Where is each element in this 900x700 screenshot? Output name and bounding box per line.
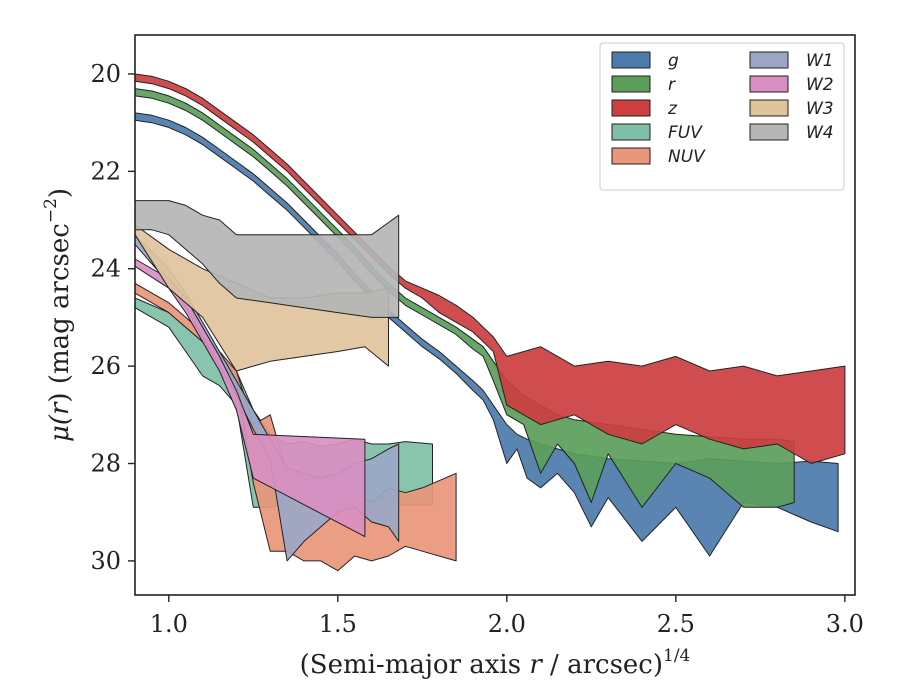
series-band-z bbox=[134, 73, 846, 464]
legend-label-w3: W3 bbox=[806, 99, 834, 119]
y-axis: 20 22 24 26 28 30 bbox=[90, 60, 135, 575]
legend-label-fuv: FUV bbox=[668, 123, 703, 143]
x-tick-label: 3.0 bbox=[826, 610, 864, 638]
legend-swatch-w4 bbox=[749, 123, 789, 141]
x-axis-label: (Semi-major axis r / arcsec)1/4 bbox=[300, 646, 691, 680]
series-bands bbox=[134, 73, 846, 572]
y-tick-label: 20 bbox=[90, 60, 121, 88]
y-tick-label: 28 bbox=[90, 450, 121, 478]
x-axis-label-mid: / arcsec) bbox=[542, 650, 663, 680]
x-tick-label: 2.5 bbox=[657, 610, 695, 638]
series-band-r bbox=[134, 88, 795, 508]
legend-swatch-z bbox=[611, 99, 651, 117]
legend-swatch-fuv bbox=[611, 123, 651, 141]
y-tick-label: 22 bbox=[90, 157, 121, 185]
legend-label-w1: W1 bbox=[806, 51, 834, 71]
legend-swatch-w2 bbox=[749, 75, 789, 93]
y-tick-label: 30 bbox=[90, 547, 121, 575]
legend-swatch-r bbox=[611, 75, 651, 93]
x-axis: 1.0 1.5 2.0 2.5 3.0 bbox=[150, 595, 864, 638]
legend: grz FUV NUV W1 W2 W3 W4 bbox=[599, 42, 845, 191]
y-axis-label-suffix: ) bbox=[45, 188, 75, 198]
y-axis-label: μ(r) (mag arcsec−2) bbox=[41, 188, 75, 442]
legend-label-g: g bbox=[668, 51, 679, 71]
series-band-w4 bbox=[134, 200, 400, 318]
legend-label-nuv: NUV bbox=[668, 147, 706, 167]
legend-swatch-g bbox=[611, 51, 651, 69]
legend-label-r: r bbox=[668, 75, 676, 95]
y-axis-label-prefix: μ( bbox=[45, 414, 75, 442]
y-axis-label-mid: ) (mag arcsec bbox=[45, 223, 75, 402]
y-tick-label: 24 bbox=[90, 255, 121, 283]
y-tick-label: 26 bbox=[90, 352, 121, 380]
plot-frame bbox=[134, 34, 856, 596]
x-tick-label: 2.0 bbox=[488, 610, 526, 638]
legend-label-z: z bbox=[667, 99, 678, 119]
legend-label-w2: W2 bbox=[806, 75, 834, 95]
legend-label-w4: W4 bbox=[806, 123, 834, 143]
x-tick-label: 1.5 bbox=[319, 610, 357, 638]
y-axis-label-var: r bbox=[45, 401, 75, 415]
legend-swatch-w3 bbox=[749, 99, 789, 117]
x-tick-label: 1.0 bbox=[150, 610, 188, 638]
x-axis-label-sup: 1/4 bbox=[663, 646, 690, 666]
x-axis-label-prefix: (Semi-major axis bbox=[300, 650, 530, 680]
legend-swatch-w1 bbox=[749, 51, 789, 69]
series-band-w2 bbox=[134, 258, 366, 538]
y-axis-label-sup: −2 bbox=[41, 198, 61, 223]
x-axis-label-var: r bbox=[529, 650, 543, 680]
legend-swatch-nuv bbox=[611, 147, 651, 165]
